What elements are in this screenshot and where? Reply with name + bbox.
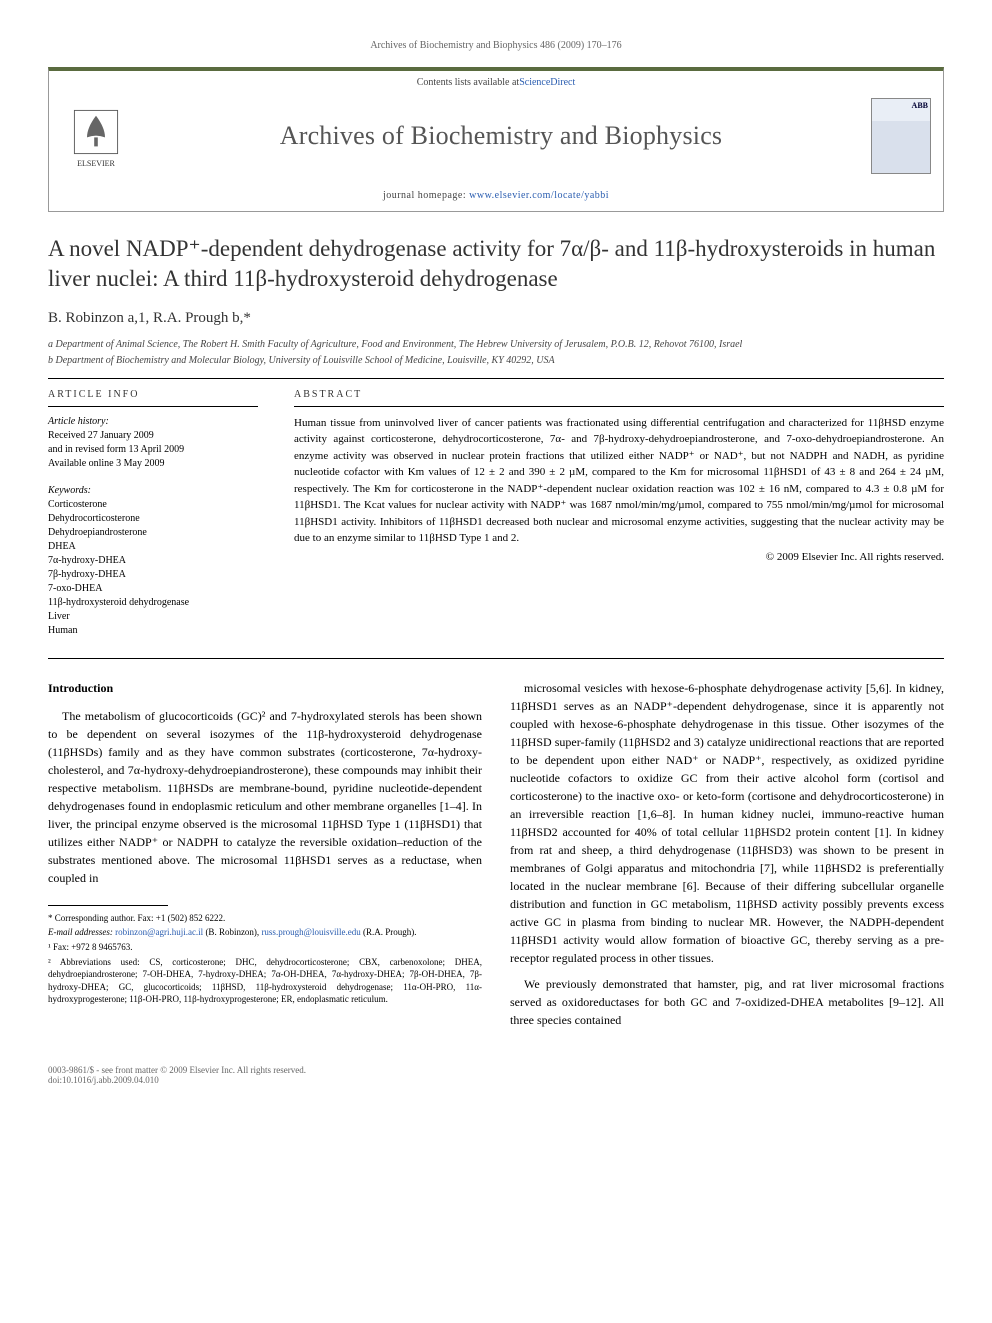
intro-paragraph-1: The metabolism of glucocorticoids (GC)² …: [48, 707, 482, 887]
keywords-title: Keywords:: [48, 485, 258, 496]
keyword: Corticosterone: [48, 498, 258, 512]
history-title: Article history:: [48, 415, 258, 429]
corresponding-author: * Corresponding author. Fax: +1 (502) 85…: [48, 912, 482, 925]
full-divider: [48, 658, 944, 659]
keyword: 7-oxo-DHEA: [48, 582, 258, 596]
email-name-1: (B. Robinzon),: [203, 927, 261, 937]
running-header: Archives of Biochemistry and Biophysics …: [48, 40, 944, 51]
intro-paragraph-3: We previously demonstrated that hamster,…: [510, 975, 944, 1029]
abbreviations-footnote: ² Abbreviations used: CS, corticosterone…: [48, 956, 482, 1006]
doi-line: doi:10.1016/j.abb.2009.04.010: [48, 1075, 306, 1085]
abstract-heading: ABSTRACT: [294, 389, 944, 400]
page-footer: 0003-9861/$ - see front matter © 2009 El…: [48, 1065, 944, 1085]
affiliations: a Department of Animal Science, The Robe…: [48, 337, 944, 368]
body-columns: Introduction The metabolism of glucocort…: [48, 679, 944, 1029]
elsevier-label: ELSEVIER: [77, 159, 115, 168]
banner-homepage-line: journal homepage: www.elsevier.com/locat…: [49, 184, 943, 211]
banner-mid: ELSEVIER Archives of Biochemistry and Bi…: [49, 94, 943, 184]
keyword: Liver: [48, 610, 258, 624]
banner-contents-line: Contents lists available at ScienceDirec…: [49, 71, 943, 94]
contents-pre: Contents lists available at: [417, 77, 519, 88]
keyword: Dehydrocorticosterone: [48, 512, 258, 526]
keyword: Human: [48, 624, 258, 638]
email-label: E-mail addresses:: [48, 927, 113, 937]
sciencedirect-link[interactable]: ScienceDirect: [519, 77, 575, 88]
authors-line: B. Robinzon a,1, R.A. Prough b,*: [48, 310, 944, 327]
history-received: Received 27 January 2009: [48, 429, 258, 443]
keyword: 7α-hydroxy-DHEA: [48, 554, 258, 568]
copyright-line: © 2009 Elsevier Inc. All rights reserved…: [294, 551, 944, 563]
intro-paragraph-2: microsomal vesicles with hexose-6-phosph…: [510, 679, 944, 967]
email-name-2: (R.A. Prough).: [361, 927, 417, 937]
email-link-2[interactable]: russ.prough@louisville.edu: [261, 927, 360, 937]
keyword: 11β-hydroxysteroid dehydrogenase: [48, 596, 258, 610]
fax-footnote: ¹ Fax: +972 8 9465763.: [48, 941, 482, 954]
introduction-heading: Introduction: [48, 679, 482, 697]
history-revised: and in revised form 13 April 2009: [48, 443, 258, 457]
affiliation-a: a Department of Animal Science, The Robe…: [48, 337, 944, 352]
email-link-1[interactable]: robinzon@agri.huji.ac.il: [115, 927, 203, 937]
page: Archives of Biochemistry and Biophysics …: [0, 0, 992, 1125]
footer-left: 0003-9861/$ - see front matter © 2009 El…: [48, 1065, 306, 1085]
keyword: 7β-hydroxy-DHEA: [48, 568, 258, 582]
journal-title: Archives of Biochemistry and Biophysics: [131, 121, 871, 151]
keyword: DHEA: [48, 540, 258, 554]
abstract-col: ABSTRACT Human tissue from uninvolved li…: [294, 389, 944, 638]
history-block: Article history: Received 27 January 200…: [48, 415, 258, 471]
cover-badge: ABB: [912, 101, 928, 110]
keyword: Dehydroepiandrosterone: [48, 526, 258, 540]
divider: [48, 378, 944, 379]
email-line: E-mail addresses: robinzon@agri.huji.ac.…: [48, 926, 482, 939]
front-matter-line: 0003-9861/$ - see front matter © 2009 El…: [48, 1065, 306, 1075]
meta-row: ARTICLE INFO Article history: Received 2…: [48, 389, 944, 638]
keywords-list: Corticosterone Dehydrocorticosterone Deh…: [48, 498, 258, 638]
article-title: A novel NADP⁺-dependent dehydrogenase ac…: [48, 234, 944, 294]
cover-thumbnail: ABB: [871, 98, 931, 174]
footnotes: * Corresponding author. Fax: +1 (502) 85…: [48, 905, 482, 1006]
homepage-link[interactable]: www.elsevier.com/locate/yabbi: [469, 190, 609, 201]
history-online: Available online 3 May 2009: [48, 457, 258, 471]
journal-title-wrap: Archives of Biochemistry and Biophysics: [131, 121, 871, 151]
affiliation-b: b Department of Biochemistry and Molecul…: [48, 353, 944, 368]
article-info-heading: ARTICLE INFO: [48, 389, 258, 400]
abstract-text: Human tissue from uninvolved liver of ca…: [294, 415, 944, 547]
homepage-pre: journal homepage:: [383, 190, 469, 201]
elsevier-tree-icon: [69, 105, 123, 159]
journal-banner: Contents lists available at ScienceDirec…: [48, 67, 944, 212]
elsevier-logo: ELSEVIER: [61, 98, 131, 174]
article-info-col: ARTICLE INFO Article history: Received 2…: [48, 389, 258, 638]
